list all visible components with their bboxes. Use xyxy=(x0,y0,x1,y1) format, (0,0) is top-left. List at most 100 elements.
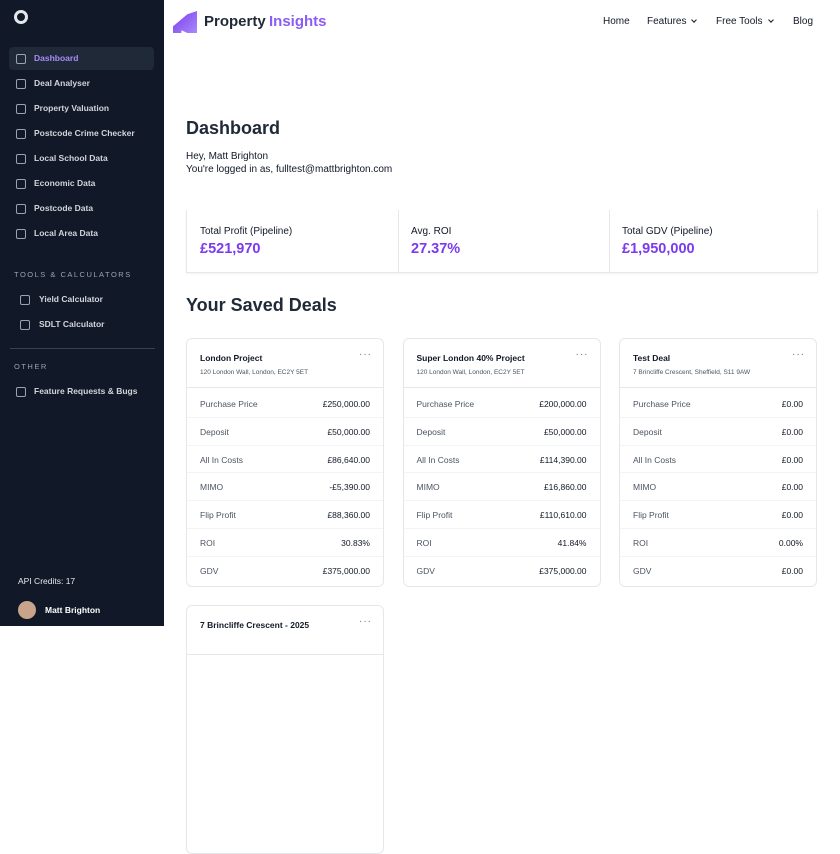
nav-item[interactable]: Postcode Crime Checker xyxy=(34,128,135,138)
nav-icon xyxy=(16,204,26,214)
section-heading: OTHER xyxy=(14,362,48,371)
row-value: £250,000.00 xyxy=(322,399,370,409)
row-label: Deposit xyxy=(633,426,662,437)
stat-value: £1,950,000 xyxy=(622,241,695,257)
row-label: GDV xyxy=(633,565,652,576)
nav-item[interactable]: Deal Analyser xyxy=(34,78,90,88)
row-value: £0.00 xyxy=(781,482,803,493)
row-label: ROI xyxy=(633,538,649,548)
deal-card[interactable]: London Project ··· 120 London Wall, London… xyxy=(186,338,384,587)
sidebar: Dashboard Deal Analyser Property Valuation… xyxy=(0,0,164,626)
stat-label: Total GDV (Pipeline) xyxy=(622,226,713,237)
more-menu[interactable]: ··· xyxy=(359,616,372,627)
deal-address: 120 London Wall, London, EC2Y 5ET xyxy=(200,369,309,376)
row-value: £0.00 xyxy=(781,510,803,521)
row-label: Purchase Price xyxy=(416,399,475,409)
row-divider xyxy=(403,416,600,418)
row-value: £0.00 xyxy=(781,454,803,465)
more-menu[interactable]: ··· xyxy=(359,349,372,360)
row-divider xyxy=(187,416,383,418)
row-divider xyxy=(620,500,816,502)
row-value: £86,640.00 xyxy=(327,454,370,465)
deal-name[interactable]: 7 Brincliffe Crescent - 2025 xyxy=(200,620,310,630)
row-value: 30.83% xyxy=(341,538,370,548)
stat-divider xyxy=(398,210,399,272)
stat-label: Total Profit (Pipeline) xyxy=(200,226,293,237)
divider xyxy=(10,348,155,349)
logo-mark[interactable] xyxy=(173,11,197,33)
row-divider xyxy=(403,472,600,474)
section-heading: TOOLS & CALCULATORS xyxy=(14,270,132,279)
greeting: Hey, Matt Brighton xyxy=(186,151,269,162)
row-label: ROI xyxy=(200,538,216,548)
row-value: £375,000.00 xyxy=(322,565,370,576)
nav-item[interactable]: Feature Requests & Bugs xyxy=(34,386,138,396)
app-logo[interactable] xyxy=(14,10,28,24)
row-label: Flip Profit xyxy=(200,510,236,521)
logo-text-accent[interactable]: Insights xyxy=(269,13,327,30)
row-value: £50,000.00 xyxy=(327,426,370,437)
card-divider xyxy=(187,387,383,388)
deal-address: 7 Brincliffe Crescent, Sheffield, S11 9A… xyxy=(633,369,751,376)
nav-icon xyxy=(16,229,26,239)
row-divider xyxy=(187,444,383,446)
nav-item[interactable]: Local School Data xyxy=(34,153,108,163)
nav-icon xyxy=(20,320,30,330)
row-label: ROI xyxy=(416,538,432,548)
row-value: £114,390.00 xyxy=(539,454,587,465)
header-nav[interactable]: Free Tools xyxy=(716,16,775,27)
nav-item[interactable]: Dashboard xyxy=(34,53,79,63)
deal-name[interactable]: London Project xyxy=(200,353,263,363)
row-label: All In Costs xyxy=(200,454,243,465)
row-divider xyxy=(403,500,600,502)
chevron xyxy=(691,17,698,23)
row-label: All In Costs xyxy=(633,454,676,465)
api-credits: API Credits: 17 xyxy=(18,576,76,586)
row-label: GDV xyxy=(200,565,219,576)
row-label: MIMO xyxy=(416,482,440,493)
avatar[interactable] xyxy=(18,601,36,619)
nav-item[interactable]: Postcode Data xyxy=(34,203,94,213)
row-value: £50,000.00 xyxy=(543,426,587,437)
logo-text[interactable]: Property xyxy=(204,13,266,30)
section-title: Your Saved Deals xyxy=(186,295,337,315)
deal-card[interactable]: 7 Brincliffe Crescent - 2025 ··· xyxy=(186,605,384,854)
stats-panel: Total Profit (Pipeline) £521,970 Avg. ROI 2… xyxy=(186,210,818,273)
page: Dashboard Deal Analyser Property Valuation… xyxy=(0,0,818,854)
row-divider xyxy=(403,528,600,529)
stat-label: Avg. ROI xyxy=(411,226,452,237)
header-nav[interactable]: Features xyxy=(647,16,698,27)
active-highlight xyxy=(9,47,154,70)
deal-name[interactable]: Super London 40% Project xyxy=(416,353,525,363)
nav-item[interactable]: Property Valuation xyxy=(34,103,110,113)
nav-icon xyxy=(20,295,30,305)
row-divider xyxy=(620,416,816,418)
row-divider xyxy=(620,555,816,557)
header-nav[interactable]: Blog xyxy=(793,16,814,27)
row-divider xyxy=(187,555,383,557)
row-value: £0.00 xyxy=(781,399,803,409)
user-name[interactable]: Matt Brighton xyxy=(45,605,101,615)
row-label: MIMO xyxy=(200,482,224,493)
deal-card[interactable]: Test Deal ··· 7 Brincliffe Crescent, Sheff… xyxy=(619,338,817,587)
more-menu[interactable]: ··· xyxy=(792,349,805,360)
nav-item[interactable]: Yield Calculator xyxy=(39,294,103,304)
stat-value: 27.37% xyxy=(411,241,461,257)
more-menu[interactable]: ··· xyxy=(575,349,589,360)
chevron xyxy=(767,17,774,23)
deal-name[interactable]: Test Deal xyxy=(633,353,671,363)
nav-icon xyxy=(16,179,26,189)
deal-card[interactable]: Super London 40% Project ··· 120 London Wa… xyxy=(402,338,601,587)
row-value: -£5,390.00 xyxy=(329,482,370,493)
row-value: £110,610.00 xyxy=(539,510,587,521)
header-nav[interactable]: Home xyxy=(603,16,630,27)
nav-item[interactable]: Local Area Data xyxy=(34,228,98,238)
row-value: £16,860.00 xyxy=(543,482,587,493)
row-value: £0.00 xyxy=(781,565,803,576)
nav-item[interactable]: Economic Data xyxy=(34,178,96,188)
nav-icon xyxy=(16,104,26,114)
row-divider xyxy=(403,555,600,557)
row-divider xyxy=(187,472,383,474)
nav-item[interactable]: SDLT Calculator xyxy=(39,319,105,329)
row-label: GDV xyxy=(416,565,435,576)
